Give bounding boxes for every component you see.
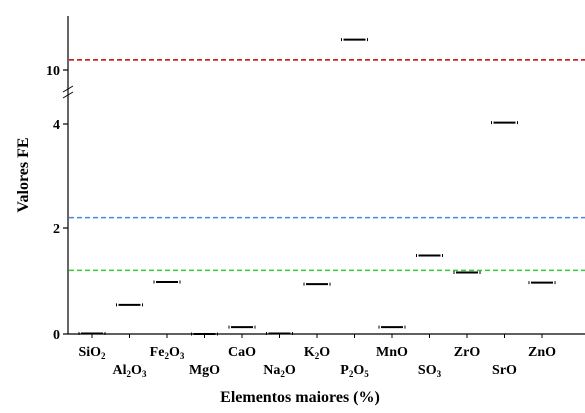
x-tick-label: Al2O3 <box>113 363 147 379</box>
x-tick-label: SiO2 <box>78 345 106 361</box>
x-tick-label: Na2O <box>263 363 296 379</box>
y-axis-label: Valores FE <box>15 137 32 212</box>
x-tick-label: SO3 <box>418 363 442 379</box>
data-marks <box>78 38 556 336</box>
y-tick-labels: 0 2 4 10 <box>46 64 68 343</box>
x-tick-label: CaO <box>228 345 256 360</box>
x-tick-label: Fe2O3 <box>150 345 185 361</box>
axis-break-mark <box>62 85 74 99</box>
reference-lines <box>69 59 585 272</box>
x-tick-label: MgO <box>189 363 220 378</box>
x-tick-label: ZrO <box>454 345 481 360</box>
x-tick-label: MnO <box>376 345 408 360</box>
y-tick-label: 10 <box>46 64 60 79</box>
chart-axes <box>62 16 585 335</box>
y-tick-label: 4 <box>53 118 60 133</box>
x-tick-label: P2O5 <box>340 363 369 379</box>
y-tick-label: 0 <box>53 328 60 343</box>
x-axis-label: Elementos maiores (%) <box>220 389 380 406</box>
y-tick-label: 2 <box>53 222 60 237</box>
x-tick-label: K2O <box>304 345 330 361</box>
x-tick-label: ZnO <box>528 345 556 360</box>
x-tick-label: SrO <box>492 363 517 378</box>
